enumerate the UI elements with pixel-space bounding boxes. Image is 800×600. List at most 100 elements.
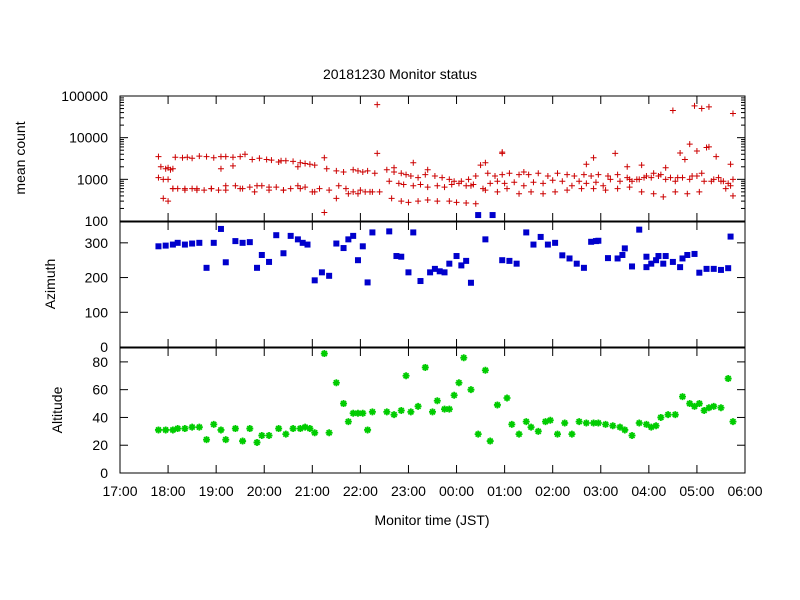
data-point-mean-count [530, 179, 537, 186]
data-point-altitude [429, 408, 436, 416]
data-point-mean-count [342, 185, 349, 192]
y-tick-label: 40 [92, 409, 108, 425]
data-point-mean-count [434, 182, 441, 189]
data-point-mean-count [482, 187, 489, 194]
data-point-altitude [306, 425, 314, 433]
data-point-mean-count [222, 187, 229, 194]
panel-altitude: Altitude 0 20 40 60 80 [49, 347, 746, 481]
data-point-mean-count [395, 180, 402, 187]
data-point-altitude [195, 423, 203, 431]
data-point-mean-count [388, 195, 395, 202]
y-axis-label-azimuth: Azimuth [42, 259, 58, 310]
data-point-azimuth [499, 257, 506, 264]
data-point-azimuth [684, 251, 691, 258]
data-point-altitude [657, 413, 665, 421]
data-point-mean-count [165, 164, 172, 171]
data-point-mean-count [544, 173, 551, 180]
data-point-altitude [154, 426, 162, 434]
data-point-mean-count [179, 154, 186, 161]
data-point-mean-count [463, 200, 470, 207]
data-point-altitude [508, 420, 516, 428]
data-point-azimuth [544, 241, 551, 248]
data-point-mean-count [249, 156, 256, 163]
data-point-mean-count [215, 187, 222, 194]
data-point-mean-count [451, 178, 458, 185]
data-point-mean-count [333, 195, 340, 202]
data-point-mean-count [400, 181, 407, 188]
data-point-azimuth [273, 232, 280, 239]
data-point-azimuth [345, 236, 352, 243]
y-tick-label: 0 [100, 465, 108, 481]
data-point-mean-count [540, 180, 547, 187]
data-point-altitude [628, 432, 636, 439]
data-point-mean-count [398, 170, 405, 177]
data-point-altitude [541, 418, 549, 426]
data-point-altitude [671, 411, 679, 419]
x-tick-label: 06:00 [727, 483, 762, 499]
data-point-altitude [679, 393, 686, 401]
data-point-mean-count [278, 157, 285, 164]
data-point-mean-count [669, 107, 676, 114]
data-point-mean-count [448, 181, 455, 188]
y-tick-label: 100 [85, 304, 109, 320]
data-point-mean-count [258, 182, 265, 189]
data-point-mean-count [403, 171, 410, 178]
data-point-altitude [647, 423, 655, 431]
data-point-mean-count [588, 173, 595, 180]
data-point-mean-count [583, 161, 590, 168]
data-point-mean-count [590, 154, 597, 161]
data-point-mean-count [424, 196, 431, 203]
data-point-mean-count [595, 171, 602, 178]
data-point-mean-count [354, 190, 361, 197]
data-point-mean-count [431, 173, 438, 180]
x-tick-label: 00:00 [439, 483, 474, 499]
data-point-mean-count [494, 178, 501, 185]
data-point-azimuth [266, 258, 273, 265]
data-point-azimuth [573, 260, 580, 267]
data-point-azimuth [210, 239, 217, 246]
data-point-mean-count [686, 141, 693, 148]
data-point-azimuth [727, 233, 734, 240]
data-point-mean-count [169, 165, 176, 172]
data-point-mean-count [727, 161, 734, 168]
data-point-azimuth [621, 245, 628, 252]
data-point-altitude [561, 419, 569, 427]
data-point-azimuth [299, 239, 306, 246]
data-point-mean-count [155, 153, 162, 160]
data-point-altitude [344, 418, 352, 426]
data-point-mean-count [340, 168, 347, 175]
data-point-mean-count [422, 171, 429, 178]
data-point-mean-count [571, 173, 578, 180]
data-point-altitude [664, 411, 672, 419]
data-point-mean-count [516, 190, 523, 197]
data-point-mean-count [424, 166, 431, 173]
data-point-mean-count [705, 103, 712, 110]
data-point-mean-count [679, 174, 686, 181]
data-point-altitude [275, 425, 283, 433]
data-point-altitude [616, 423, 624, 431]
data-point-altitude [397, 407, 405, 414]
chart-title: 20181230 Monitor status [323, 66, 477, 82]
data-point-mean-count [333, 167, 340, 174]
data-point-mean-count [374, 150, 381, 157]
data-point-mean-count [681, 156, 688, 163]
data-point-mean-count [528, 188, 535, 195]
data-point-azimuth [203, 264, 210, 271]
data-point-mean-count [294, 163, 301, 170]
data-point-azimuth [506, 257, 513, 264]
x-axis-label: Monitor time (JST) [374, 512, 489, 528]
data-point-mean-count [715, 174, 722, 181]
data-point-mean-count [641, 174, 648, 181]
data-point-altitude [301, 423, 309, 431]
data-point-mean-count [424, 184, 431, 191]
data-point-azimuth [636, 226, 643, 233]
data-point-altitude [162, 426, 170, 434]
data-point-mean-count [614, 171, 621, 178]
data-point-azimuth [655, 253, 662, 260]
data-point-mean-count [359, 168, 366, 175]
data-point-mean-count [184, 154, 191, 161]
data-point-azimuth [725, 265, 732, 272]
data-point-mean-count [326, 187, 333, 194]
data-point-mean-count [280, 187, 287, 194]
data-point-mean-count [229, 154, 236, 161]
